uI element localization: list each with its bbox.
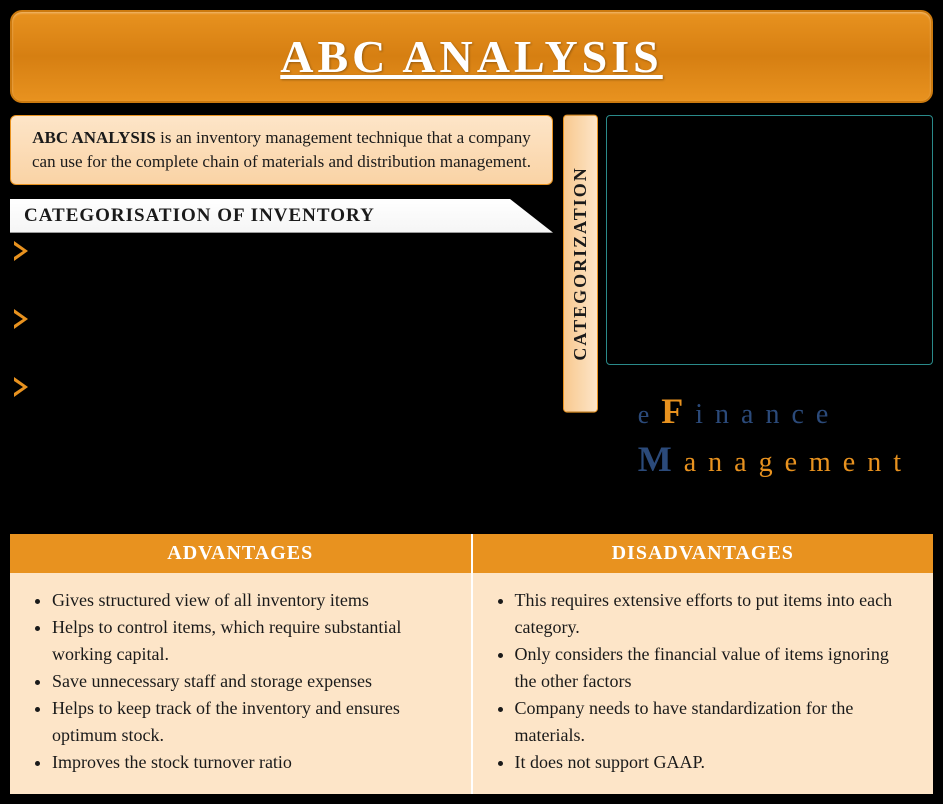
list-item: Improves the stock turnover ratio	[52, 749, 453, 776]
logo-cap-2: M	[638, 439, 684, 479]
list-item: Save unnecessary staff and storage expen…	[52, 668, 453, 695]
definition-lead: ABC ANALYSIS	[32, 128, 156, 147]
table-header-row: ADVANTAGES DISADVANTAGES	[10, 534, 933, 573]
categorization-vertical-label: CATEGORIZATION	[563, 115, 598, 413]
logo-line-2: Management	[638, 438, 913, 480]
list-item: Helps to keep track of the inventory and…	[52, 695, 453, 749]
list-item: Helps to control items, which require su…	[52, 614, 453, 668]
advantages-header: ADVANTAGES	[10, 534, 473, 573]
list-item: This requires extensive efforts to put i…	[515, 587, 916, 641]
right-column: CATEGORIZATION	[563, 115, 933, 413]
list-item: Gives structured view of all inventory i…	[52, 587, 453, 614]
infographic-container: ABC ANALYSIS ABC ANALYSIS is an inventor…	[0, 0, 943, 804]
left-column: ABC ANALYSIS is an inventory management …	[10, 115, 553, 413]
logo-prefix: e	[638, 400, 662, 429]
mid-section: ABC ANALYSIS is an inventory management …	[10, 115, 933, 413]
advantages-list: Gives structured view of all inventory i…	[28, 587, 453, 776]
disadvantages-list: This requires extensive efforts to put i…	[491, 587, 916, 776]
list-item: It does not support GAAP.	[515, 749, 916, 776]
table-body-row: Gives structured view of all inventory i…	[10, 573, 933, 794]
chevron-icon	[14, 377, 28, 397]
chevron-icon	[14, 309, 28, 329]
chevron-icon	[14, 241, 28, 261]
categorization-content-box	[606, 115, 933, 365]
chevron-stack	[14, 241, 28, 397]
list-item: Company needs to have standardization fo…	[515, 695, 916, 749]
logo-rest-1: inance	[695, 399, 840, 430]
logo-rest-2: anagement	[684, 447, 913, 478]
definition-box: ABC ANALYSIS is an inventory management …	[10, 115, 553, 185]
page-title: ABC ANALYSIS	[12, 30, 931, 83]
disadvantages-cell: This requires extensive efforts to put i…	[473, 573, 934, 794]
title-banner: ABC ANALYSIS	[10, 10, 933, 103]
categorisation-header: CATEGORISATION OF INVENTORY	[10, 199, 553, 233]
advantages-cell: Gives structured view of all inventory i…	[10, 573, 473, 794]
list-item: Only considers the financial value of it…	[515, 641, 916, 695]
categorisation-body	[10, 233, 553, 413]
logo-line-1: eFinance	[638, 390, 913, 432]
logo-cap-1: F	[661, 391, 695, 431]
brand-logo: eFinance Management	[638, 390, 913, 480]
disadvantages-header: DISADVANTAGES	[473, 534, 934, 573]
pros-cons-table: ADVANTAGES DISADVANTAGES Gives structure…	[10, 534, 933, 794]
